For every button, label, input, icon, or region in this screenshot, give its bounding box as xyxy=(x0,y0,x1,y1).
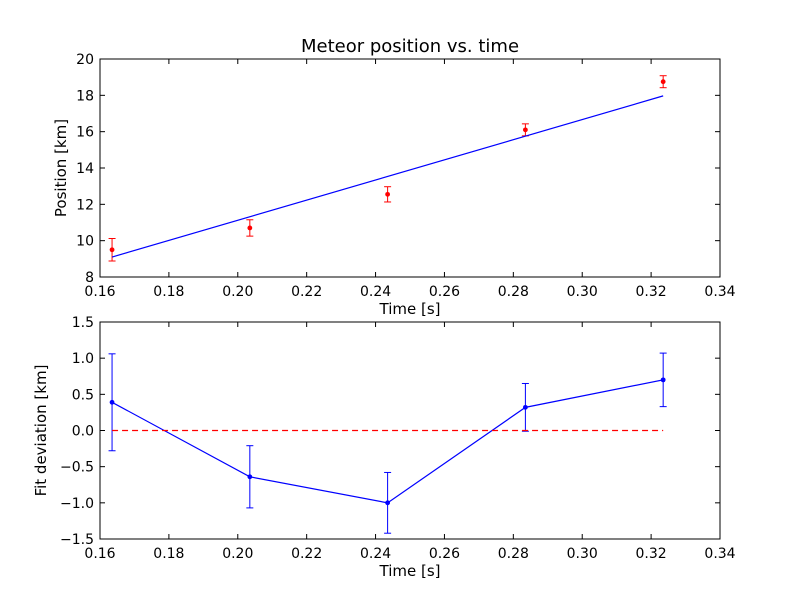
y-tick-label: 20 xyxy=(76,52,94,68)
data-point xyxy=(247,474,253,480)
x-tick-label: 0.32 xyxy=(636,546,667,562)
y-axis-label: Position [km] xyxy=(52,119,70,217)
y-tick-label: 0.0 xyxy=(72,424,94,440)
y-tick-label: 14 xyxy=(76,161,94,177)
y-tick-label: 16 xyxy=(76,125,94,141)
y-tick-label: 18 xyxy=(76,88,94,104)
data-point xyxy=(385,500,391,506)
y-tick-label: 8 xyxy=(85,270,94,286)
y-tick-label: 10 xyxy=(76,234,94,250)
x-axis-label: Time [s] xyxy=(379,300,441,318)
series-line xyxy=(111,95,664,258)
x-tick-label: 0.24 xyxy=(360,284,391,300)
data-point xyxy=(109,399,115,405)
x-tick-label: 0.30 xyxy=(567,546,598,562)
data-point xyxy=(660,79,666,85)
x-tick-label: 0.16 xyxy=(84,546,115,562)
y-tick-label: 1.0 xyxy=(72,351,94,367)
data-point xyxy=(109,247,115,253)
x-tick-label: 0.22 xyxy=(291,284,322,300)
y-tick-label: −1.0 xyxy=(60,496,94,512)
x-tick-label: 0.26 xyxy=(429,546,460,562)
y-tick-label: −1.5 xyxy=(60,532,94,548)
y-axis-label: Fit deviation [km] xyxy=(32,365,50,497)
plot-frame xyxy=(99,58,721,278)
chart-title: Meteor position vs. time xyxy=(301,36,519,57)
plot-frame xyxy=(99,321,721,540)
x-tick-label: 0.18 xyxy=(153,284,184,300)
data-point xyxy=(247,225,253,231)
y-tick-label: 1.5 xyxy=(72,315,94,331)
data-point xyxy=(522,127,528,133)
x-tick-label: 0.28 xyxy=(498,284,529,300)
deviation-chart: 0.16 0.18 0.20 0.22 0.24 0.26 0.28 0.30 0.32 0.34… xyxy=(32,315,736,580)
data-point xyxy=(522,404,528,410)
x-tick-label: 0.20 xyxy=(222,284,253,300)
x-tick-label: 0.20 xyxy=(222,546,253,562)
position-chart: Meteor position vs. time 0.16 0.18 0.20 0.22… xyxy=(52,36,736,318)
x-tick-label: 0.34 xyxy=(704,284,735,300)
x-tick-label: 0.26 xyxy=(429,284,460,300)
x-tick-label: 0.18 xyxy=(153,546,184,562)
y-tick-label: 12 xyxy=(76,197,94,213)
data-point xyxy=(385,191,391,197)
x-tick-label: 0.28 xyxy=(498,546,529,562)
data-point xyxy=(660,377,666,383)
x-axis-label: Time [s] xyxy=(379,562,441,580)
x-tick-label: 0.22 xyxy=(291,546,322,562)
x-tick-label: 0.24 xyxy=(360,546,391,562)
y-tick-label: −0.5 xyxy=(60,460,94,476)
x-tick-label: 0.16 xyxy=(84,284,115,300)
y-tick-label: 0.5 xyxy=(72,387,94,403)
x-tick-label: 0.30 xyxy=(567,284,598,300)
x-tick-label: 0.32 xyxy=(636,284,667,300)
x-tick-label: 0.34 xyxy=(704,546,735,562)
